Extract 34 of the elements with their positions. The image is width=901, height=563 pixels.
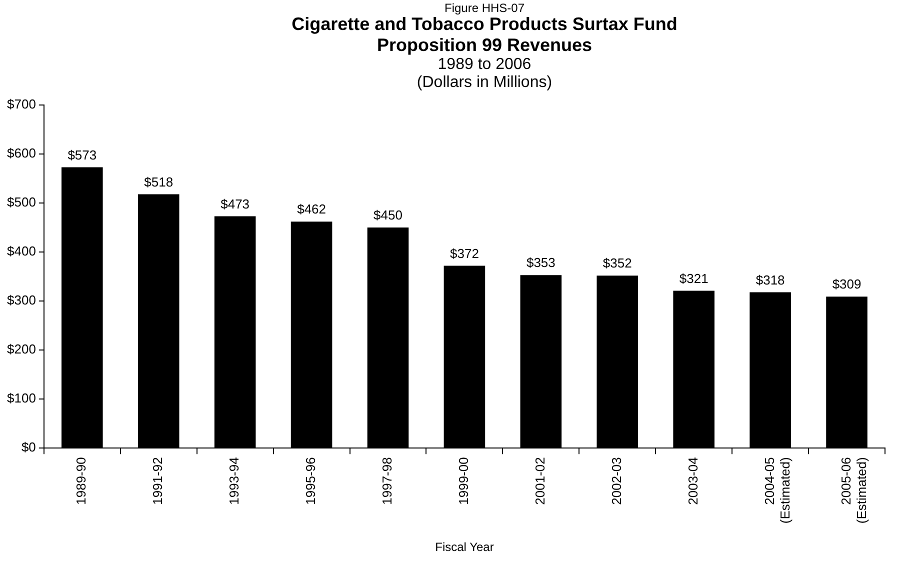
y-tick-label: $0 — [21, 440, 36, 455]
data-label: $353 — [526, 255, 556, 270]
x-tick-label: 1997-98 — [380, 457, 395, 505]
data-label: $352 — [602, 256, 632, 271]
data-label: $309 — [832, 276, 862, 292]
data-label: $573 — [68, 147, 97, 162]
x-tick-label: 2005-06 (Estimated) — [838, 457, 869, 524]
data-label: $318 — [756, 272, 785, 288]
data-label: $321 — [679, 270, 708, 286]
text: Figure HHS-07 — [443, 1, 526, 15]
data-label: $462 — [297, 202, 326, 217]
x-tick-label: 1995-96 — [303, 457, 318, 505]
data-label: $473 — [220, 196, 250, 212]
data-label: $450 — [374, 208, 402, 223]
x-tick-label: 1989-90 — [74, 457, 89, 505]
x-tick-label: 2002-03 — [608, 457, 624, 505]
y-tick-label: $400 — [7, 244, 36, 259]
x-tick-label: 1999-00 — [456, 457, 472, 505]
data-label: $372 — [450, 246, 479, 261]
y-tick-label: $200 — [7, 342, 36, 357]
y-tick-label: $300 — [7, 292, 36, 308]
x-tick-label: 1993-94 — [226, 457, 242, 505]
y-tick-label: $600 — [7, 146, 36, 161]
x-axis-title: Fiscal Year — [435, 540, 494, 554]
y-tick-label: $100 — [7, 390, 36, 406]
data-label: $518 — [144, 174, 174, 190]
chart-subtitle: 1989 to 2006 (Dollars in Millions) — [416, 56, 554, 92]
x-tick-label: 1991-92 — [150, 457, 166, 505]
y-tick-label: $500 — [7, 194, 36, 210]
x-tick-label: 2004-05 (Estimated) — [762, 457, 792, 524]
y-tick-label: $700 — [7, 96, 36, 112]
x-tick-label: 2003-04 — [685, 457, 700, 505]
chart-title: Cigarette and Tobacco Products Surtax Fund Proposition 99 Revenues — [290, 14, 678, 56]
x-tick-label: 2001-02 — [532, 457, 548, 505]
